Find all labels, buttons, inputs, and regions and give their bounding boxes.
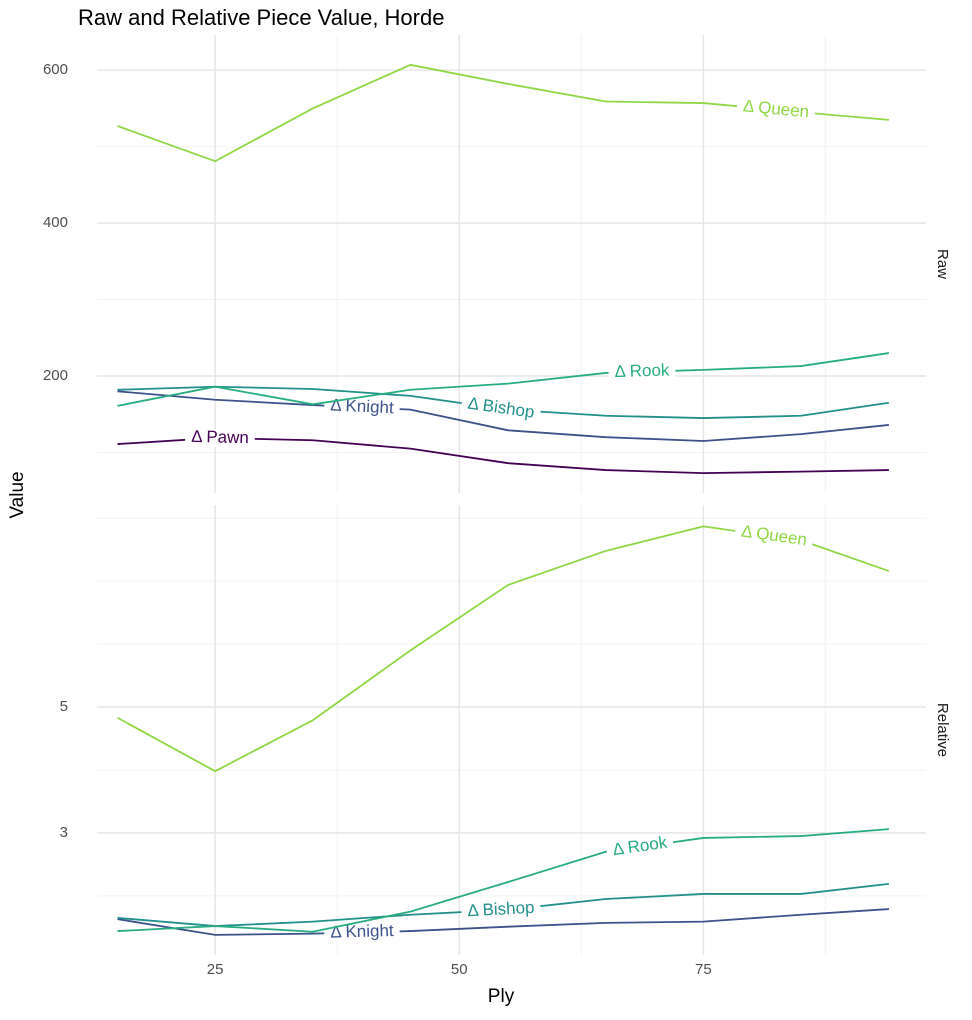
- facet-label: Relative: [934, 703, 951, 757]
- series-label: Δ Bishop: [467, 898, 535, 920]
- series-label-group: Δ Rook: [605, 833, 675, 861]
- label-background: [324, 922, 400, 943]
- series-label-group: Δ Knight: [323, 395, 401, 419]
- series-line: [117, 525, 890, 773]
- x-axis-label: Ply: [488, 986, 515, 1007]
- series-label-group: Δ Queen: [734, 521, 814, 551]
- label-background: [184, 428, 256, 448]
- series-label-group: Δ Pawn: [184, 427, 256, 448]
- series-line: [117, 828, 889, 933]
- label-background: [736, 97, 816, 123]
- series-label: Δ Knight: [330, 921, 394, 942]
- facet-label: Raw: [934, 249, 951, 279]
- label-background: [608, 361, 676, 382]
- label-background: [461, 899, 541, 922]
- y-axis-label: Value: [7, 471, 28, 518]
- x-tick-label: 75: [695, 961, 712, 978]
- label-background: [734, 522, 814, 551]
- x-tick-label: 50: [451, 961, 468, 978]
- series-label: Δ Knight: [330, 395, 394, 417]
- series-label-group: Δ Bishop: [460, 394, 542, 424]
- series-line: [117, 908, 889, 936]
- y-tick-label: 3: [60, 824, 68, 841]
- series-label-group: Δ Bishop: [461, 898, 541, 922]
- series-label-group: Δ Queen: [736, 96, 816, 123]
- series-line: [117, 390, 889, 442]
- series-label: Δ Queen: [742, 96, 810, 121]
- series-label: Δ Pawn: [191, 427, 249, 447]
- y-tick-label: 400: [43, 214, 68, 231]
- series-line: [117, 352, 890, 407]
- y-tick-label: 200: [43, 367, 68, 384]
- label-background: [323, 396, 401, 419]
- label-background: [605, 833, 675, 861]
- series-label: Δ Rook: [614, 360, 670, 381]
- label-background: [460, 394, 542, 424]
- y-tick-label: 5: [60, 698, 68, 715]
- x-tick-label: 25: [207, 961, 224, 978]
- chart-title: Raw and Relative Piece Value, Horde: [78, 5, 444, 30]
- series-label: Δ Rook: [611, 833, 668, 860]
- series-label-group: Δ Knight: [324, 921, 400, 943]
- series-label-group: Δ Rook: [608, 360, 676, 382]
- y-tick-label: 600: [43, 61, 68, 78]
